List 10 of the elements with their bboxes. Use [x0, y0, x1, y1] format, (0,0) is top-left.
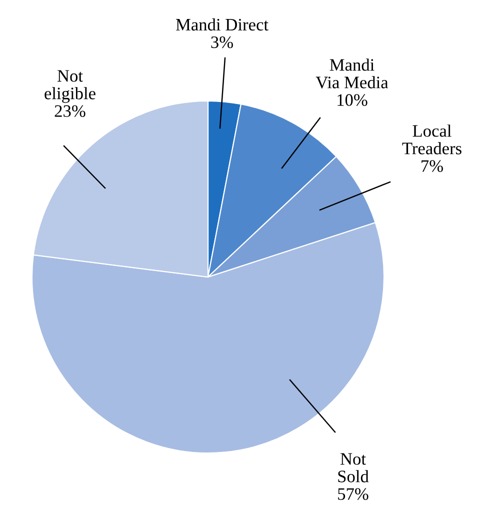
slice-label: Mandi Via Media [316, 58, 388, 88]
data-label: 7% [422, 160, 443, 172]
slice-label: Mandi Direct [176, 18, 268, 31]
data-label: 10% [338, 94, 368, 106]
slice-label: Not eligible [44, 70, 96, 103]
data-label: 57% [338, 488, 368, 500]
data-label: 23% [54, 105, 86, 117]
slice-label: Not Sold [338, 453, 369, 482]
data-label: 3% [211, 36, 233, 48]
slice-label: Local Treaders [402, 124, 462, 154]
